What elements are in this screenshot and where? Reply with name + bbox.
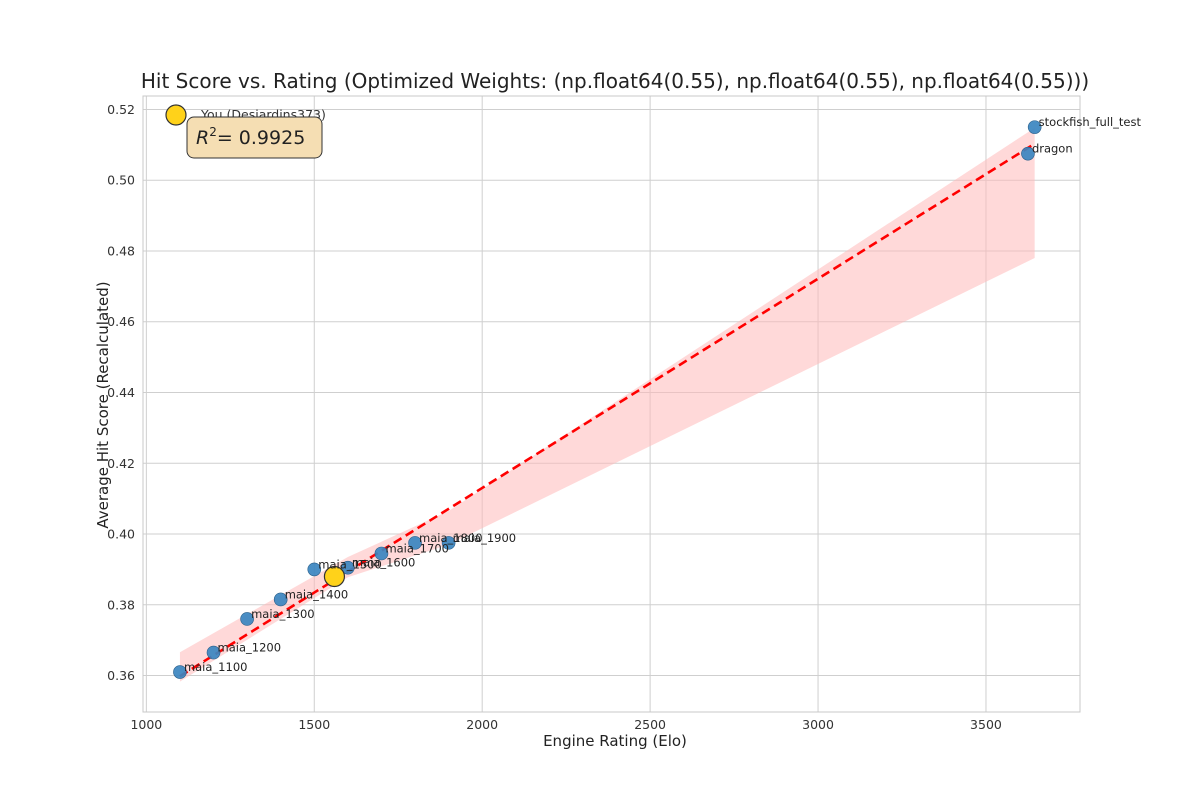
data-point [240, 612, 254, 626]
chart-title: Hit Score vs. Rating (Optimized Weights:… [141, 69, 1089, 93]
y-tick-label: 0.42 [107, 456, 135, 471]
point-label: maia_1300 [251, 607, 315, 621]
y-axis-label: Average Hit Score (Recalculated) [94, 281, 112, 528]
point-label: maia_1400 [285, 587, 349, 601]
data-point [441, 536, 456, 550]
data-point [307, 562, 322, 577]
point-label: maia_1700 [385, 541, 449, 555]
point-label: maia_1800 [419, 531, 483, 545]
x-tick-label: 2000 [466, 717, 498, 732]
plot-area [142, 95, 1081, 713]
confidence-band [179, 127, 1035, 682]
point-label: maia_1900 [453, 531, 517, 545]
x-tick-label: 3000 [802, 717, 834, 732]
data-point [341, 560, 355, 575]
data-point [374, 546, 389, 561]
data-point [408, 536, 422, 550]
x-tick-label: 1000 [130, 717, 162, 732]
point-label: stockfish_full_test [1039, 115, 1142, 129]
y-tick-label: 0.40 [107, 527, 135, 542]
data-point [1021, 146, 1035, 161]
y-tick-label: 0.36 [107, 668, 135, 683]
data-point [173, 665, 187, 679]
x-axis-label: Engine Rating (Elo) [543, 732, 687, 750]
y-tick-label: 0.48 [107, 243, 135, 258]
data-point [273, 592, 288, 607]
y-tick-label: 0.44 [107, 385, 135, 400]
y-tick-label: 0.52 [107, 102, 135, 117]
y-tick-label: 0.46 [107, 314, 135, 329]
data-point [1027, 120, 1042, 134]
point-label: maia_1500 [318, 557, 382, 571]
point-label: maia_1200 [218, 641, 282, 655]
r-squared-value: = 0.9925 [217, 127, 305, 149]
r-squared-annotation: R2= 0.9925 [186, 116, 323, 159]
data-point [206, 645, 221, 660]
x-tick-label: 2500 [634, 717, 666, 732]
x-tick-label: 1500 [298, 717, 330, 732]
x-tick-label: 3500 [970, 717, 1002, 732]
you-data-point [323, 565, 346, 588]
point-label: maia_1100 [184, 660, 248, 674]
y-tick-label: 0.50 [107, 173, 135, 188]
svg-text:R2= 0.9925: R2= 0.9925 [196, 125, 305, 149]
y-tick-label: 0.38 [107, 597, 135, 612]
legend-marker-you [165, 104, 187, 126]
point-label: maia_1600 [352, 556, 416, 570]
point-label: dragon [1032, 142, 1073, 156]
